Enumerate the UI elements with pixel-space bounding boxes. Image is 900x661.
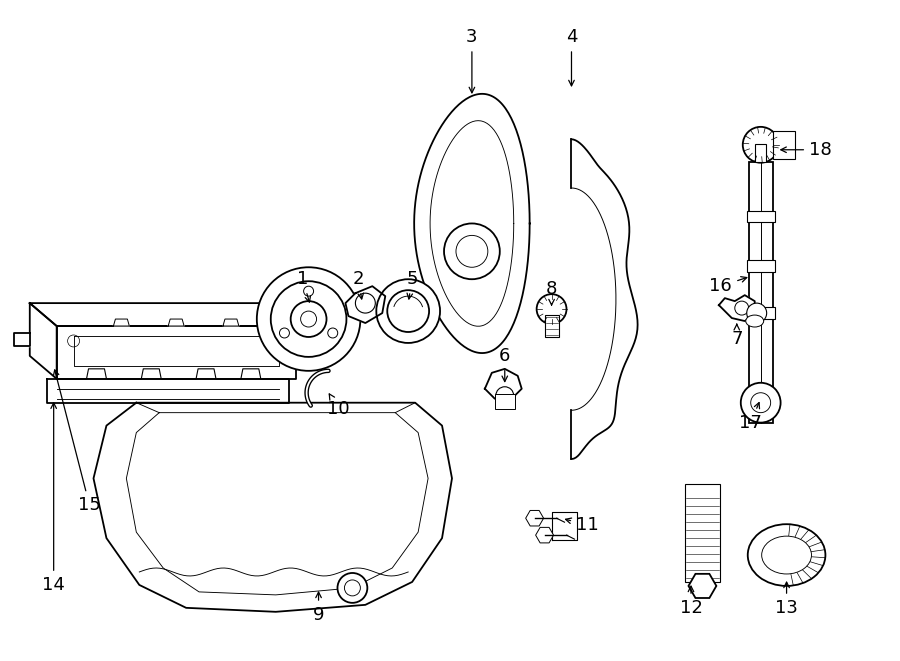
Polygon shape [526,510,544,526]
Polygon shape [57,326,296,379]
Polygon shape [414,94,530,353]
Polygon shape [485,369,522,399]
Text: 12: 12 [680,586,702,617]
Ellipse shape [761,536,812,574]
Polygon shape [14,333,30,346]
Bar [755,144,766,162]
Bar [747,307,775,319]
Text: 9: 9 [313,592,324,624]
Circle shape [536,294,566,324]
Circle shape [742,127,778,163]
Circle shape [387,290,429,332]
Polygon shape [30,303,296,326]
Text: 17: 17 [739,403,762,432]
Circle shape [444,223,500,279]
Circle shape [291,301,327,337]
Text: 5: 5 [407,270,418,299]
Text: 11: 11 [565,516,599,534]
Polygon shape [196,369,216,379]
Polygon shape [223,319,238,326]
Polygon shape [113,319,130,326]
Polygon shape [536,527,554,543]
Text: 13: 13 [775,582,798,617]
Polygon shape [141,369,161,379]
Circle shape [356,293,375,313]
Bar [495,394,515,408]
Circle shape [747,303,767,323]
Circle shape [456,235,488,267]
Circle shape [734,301,749,315]
Text: 18: 18 [781,141,832,159]
Polygon shape [86,369,106,379]
Text: 3: 3 [466,28,478,93]
Ellipse shape [746,315,764,327]
Text: 4: 4 [566,28,577,86]
Circle shape [496,387,514,405]
Text: 7: 7 [731,324,742,348]
Circle shape [256,267,360,371]
Polygon shape [30,303,57,379]
Circle shape [68,335,79,347]
Bar [747,260,775,272]
Text: 16: 16 [709,277,747,295]
Bar [749,162,772,422]
Circle shape [303,286,313,296]
Circle shape [751,393,770,412]
Circle shape [376,279,440,343]
Polygon shape [47,379,289,403]
Polygon shape [346,286,385,323]
Text: 2: 2 [353,270,364,299]
Circle shape [338,573,367,603]
Polygon shape [572,139,637,459]
Ellipse shape [748,524,825,586]
Polygon shape [719,295,755,321]
Circle shape [741,383,780,422]
Circle shape [345,580,360,596]
Bar [747,210,775,223]
Polygon shape [168,319,184,326]
Text: 6: 6 [500,347,510,381]
Text: 10: 10 [328,394,350,418]
Text: 1: 1 [297,270,310,302]
Text: 14: 14 [42,403,65,594]
Circle shape [273,335,284,347]
Text: 15: 15 [53,370,101,514]
Polygon shape [94,403,452,612]
Bar [544,315,559,337]
Bar [772,131,795,159]
Polygon shape [241,369,261,379]
Bar [685,485,720,582]
Polygon shape [688,574,716,598]
Circle shape [280,328,290,338]
Circle shape [271,281,346,357]
Circle shape [328,328,338,338]
Text: 8: 8 [546,280,557,305]
Circle shape [301,311,317,327]
